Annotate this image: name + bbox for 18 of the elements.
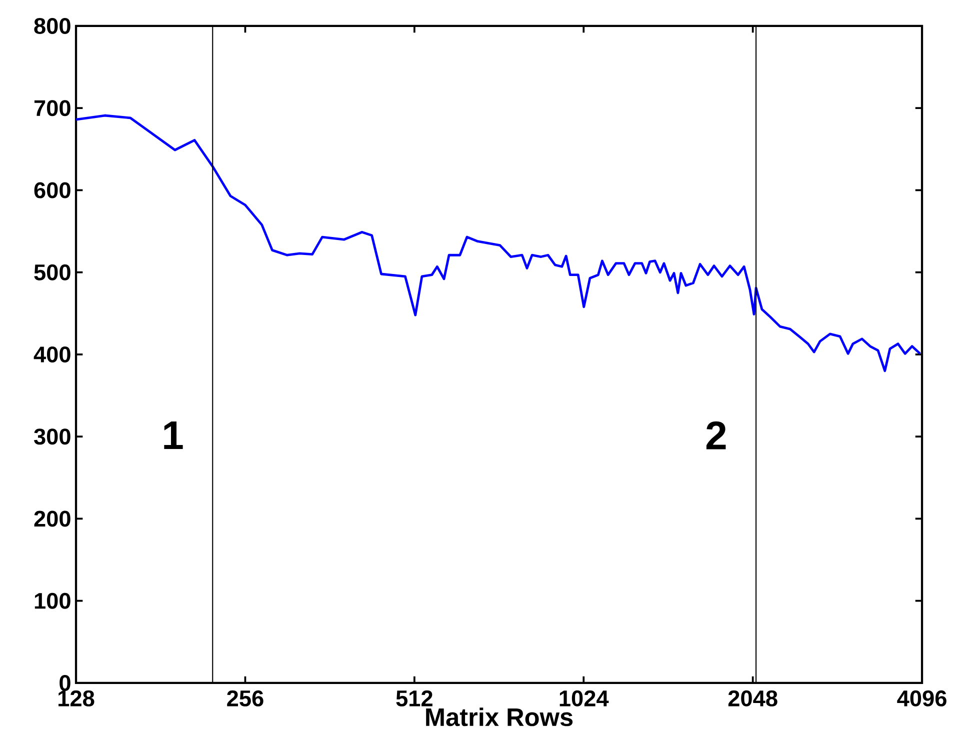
x-tick-label: 256 xyxy=(227,690,264,706)
x-tick-label: 1024 xyxy=(560,690,609,706)
annotation: 1 xyxy=(164,422,183,450)
y-tick-label: 500 xyxy=(34,264,70,280)
x-tick-label: 128 xyxy=(58,690,94,706)
y-tick-label: 600 xyxy=(34,182,70,198)
y-tick-label: 700 xyxy=(34,100,70,116)
y-tick-label: 800 xyxy=(34,18,70,34)
x-tick-label: 4096 xyxy=(897,690,946,706)
y-tick-label: 300 xyxy=(34,428,70,445)
annotation: 2 xyxy=(706,421,726,450)
y-tick-label: 400 xyxy=(34,346,70,363)
x-axis-title: Matrix Rows xyxy=(426,708,573,726)
y-tick-label: 200 xyxy=(34,510,70,527)
y-tick-label: 100 xyxy=(34,592,70,609)
y-tick-label: 0 xyxy=(60,674,70,692)
x-tick-label: 512 xyxy=(396,690,432,706)
x-tick-label: 2048 xyxy=(728,690,778,706)
